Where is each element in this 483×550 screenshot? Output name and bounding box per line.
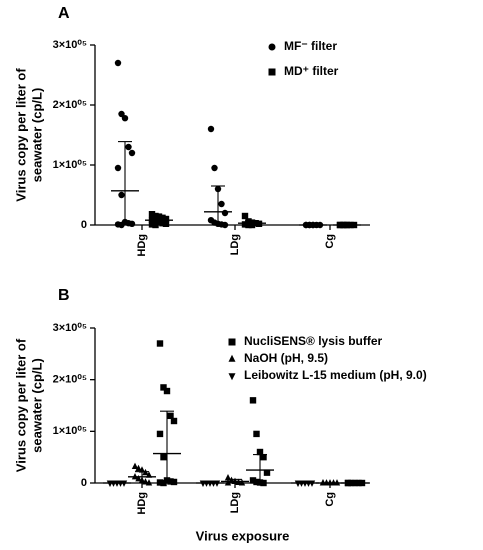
x-tick-label: HDg <box>136 234 148 257</box>
legend-label: Leibowitz L-15 medium (pH, 9.0) <box>244 368 427 382</box>
point <box>218 200 225 208</box>
point <box>221 209 229 217</box>
legend-marker <box>268 68 276 76</box>
x-tick-label: LDg <box>229 492 241 513</box>
point <box>260 479 267 487</box>
y-tick-label: 3×10⁰⁵ <box>53 322 87 334</box>
point <box>170 478 178 486</box>
legend-label: MF⁻ filter <box>284 39 337 53</box>
point <box>135 475 142 482</box>
point <box>156 430 164 438</box>
point <box>163 387 171 395</box>
y-tick-label: 2×10⁰⁵ <box>53 99 87 111</box>
point <box>224 479 232 486</box>
point <box>152 221 159 229</box>
point <box>114 164 122 172</box>
y-tick-label: 0 <box>81 219 87 231</box>
legend-marker <box>228 338 236 346</box>
point <box>155 213 163 220</box>
point <box>156 340 164 347</box>
point <box>159 214 166 221</box>
point <box>128 149 136 157</box>
y-tick-label: 1×10⁰⁵ <box>53 159 87 171</box>
x-tick-label: HDg <box>136 492 148 515</box>
point <box>152 212 159 220</box>
legend-marker <box>228 373 236 381</box>
legend-marker <box>268 43 276 51</box>
point <box>131 462 139 470</box>
point <box>260 453 267 461</box>
y-axis-label: seawater (cp/L) <box>29 358 44 453</box>
panel-letter: B <box>58 287 70 304</box>
y-axis-label: Virus copy per liter of <box>13 68 28 202</box>
point <box>241 221 249 228</box>
point <box>128 220 136 227</box>
point <box>152 218 159 225</box>
legend-label: NaOH (pH, 9.5) <box>244 351 328 365</box>
point <box>160 453 167 461</box>
x-tick-label: Cg <box>324 492 336 507</box>
point <box>148 221 156 228</box>
point <box>125 143 132 151</box>
point <box>162 215 170 223</box>
point <box>221 221 229 229</box>
point <box>249 397 257 404</box>
point <box>249 477 257 484</box>
point <box>118 191 125 199</box>
x-axis-label: Virus exposure <box>196 528 290 543</box>
point <box>121 115 129 122</box>
point <box>118 221 125 229</box>
point <box>167 412 174 420</box>
point <box>138 466 146 473</box>
point <box>207 125 215 133</box>
point <box>160 384 167 391</box>
y-tick-label: 1×10⁰⁵ <box>53 425 87 437</box>
point <box>114 59 122 67</box>
point <box>224 473 232 481</box>
y-tick-label: 3×10⁰⁵ <box>53 39 87 51</box>
point <box>253 478 260 486</box>
x-tick-label: Cg <box>324 234 336 249</box>
point <box>135 464 142 472</box>
x-tick-label: LDg <box>229 234 241 255</box>
point <box>156 479 164 486</box>
point <box>162 220 170 227</box>
point <box>142 478 149 485</box>
point <box>245 218 252 225</box>
point <box>253 430 260 438</box>
legend-marker <box>228 354 236 362</box>
point <box>160 479 167 487</box>
point <box>245 221 252 229</box>
point <box>241 212 249 220</box>
y-tick-label: 0 <box>81 477 87 489</box>
point <box>211 164 218 172</box>
point <box>170 417 178 425</box>
point <box>148 211 156 218</box>
point <box>167 478 174 485</box>
legend-label: MD⁺ filter <box>284 64 339 78</box>
point <box>238 479 246 486</box>
panel-letter: A <box>58 5 70 22</box>
y-axis-label: Virus copy per liter of <box>13 338 28 472</box>
point <box>256 448 264 456</box>
point <box>263 469 271 476</box>
y-axis-label: seawater (cp/L) <box>29 88 44 183</box>
y-tick-label: 2×10⁰⁵ <box>53 374 87 386</box>
point <box>159 220 166 227</box>
point <box>118 110 125 118</box>
legend-label: NucliSENS® lysis buffer <box>244 334 383 348</box>
point <box>145 479 153 486</box>
